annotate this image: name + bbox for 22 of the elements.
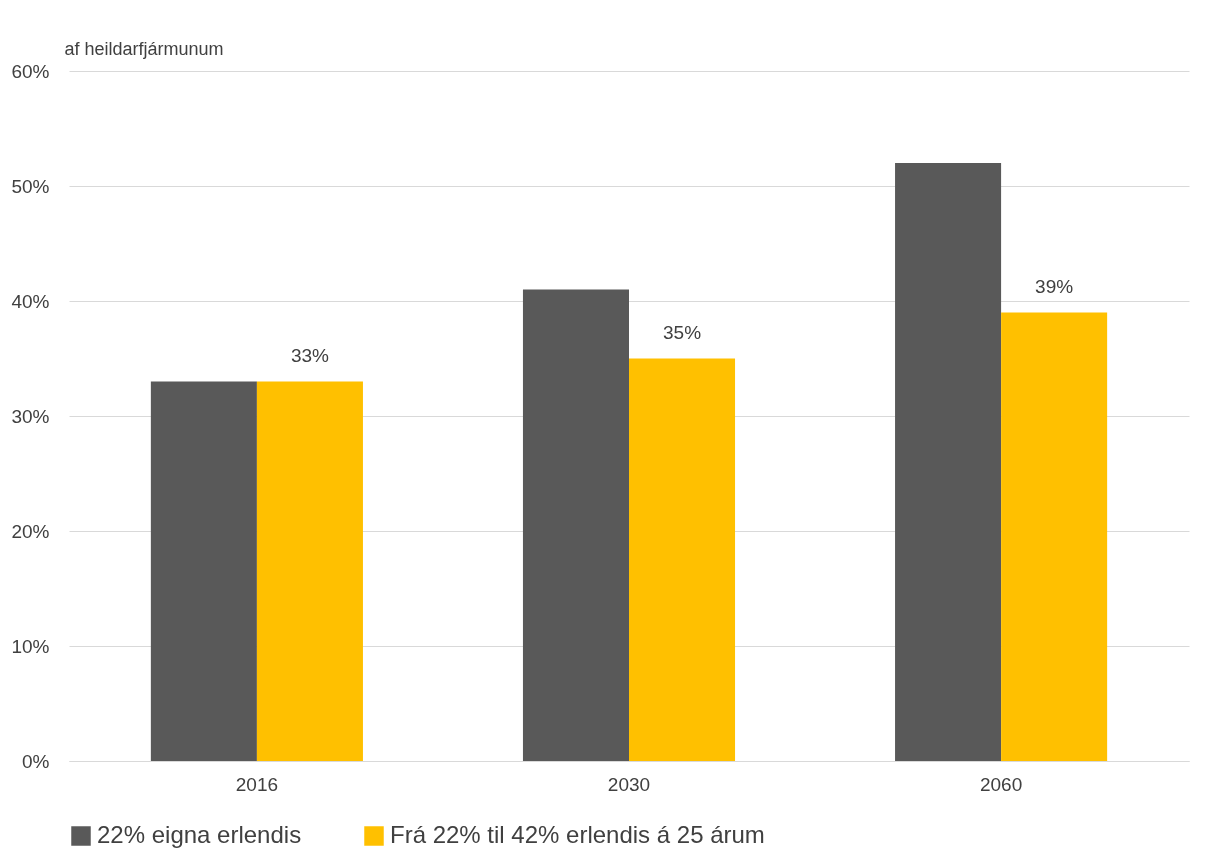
data-label: 39% xyxy=(1035,275,1074,297)
x-tick-label: 2030 xyxy=(607,773,651,795)
y-tick-label: 10% xyxy=(11,635,50,657)
bar xyxy=(629,358,736,761)
bar xyxy=(1001,312,1108,761)
legend-label: 22% eigna erlendis xyxy=(97,821,302,848)
x-tick-label: 2060 xyxy=(979,773,1023,795)
y-tick-label: 30% xyxy=(11,405,50,427)
bar xyxy=(895,163,1002,761)
y-tick-label: 20% xyxy=(11,520,50,542)
y-tick-label: 40% xyxy=(11,290,50,312)
data-label: 35% xyxy=(663,321,702,343)
data-label: 33% xyxy=(290,344,330,366)
y-tick-label: 0% xyxy=(22,750,50,772)
y-tick-label: 50% xyxy=(11,175,50,197)
bar xyxy=(522,289,629,761)
bar xyxy=(150,381,257,761)
x-tick-label: 2016 xyxy=(235,773,279,795)
y-tick-label: 60% xyxy=(11,60,50,82)
legend-label: Frá 22% til 42% erlendis á 25 árum xyxy=(390,821,765,848)
bar xyxy=(256,381,363,761)
y-axis-title: af heildarfjármunum xyxy=(64,38,224,59)
